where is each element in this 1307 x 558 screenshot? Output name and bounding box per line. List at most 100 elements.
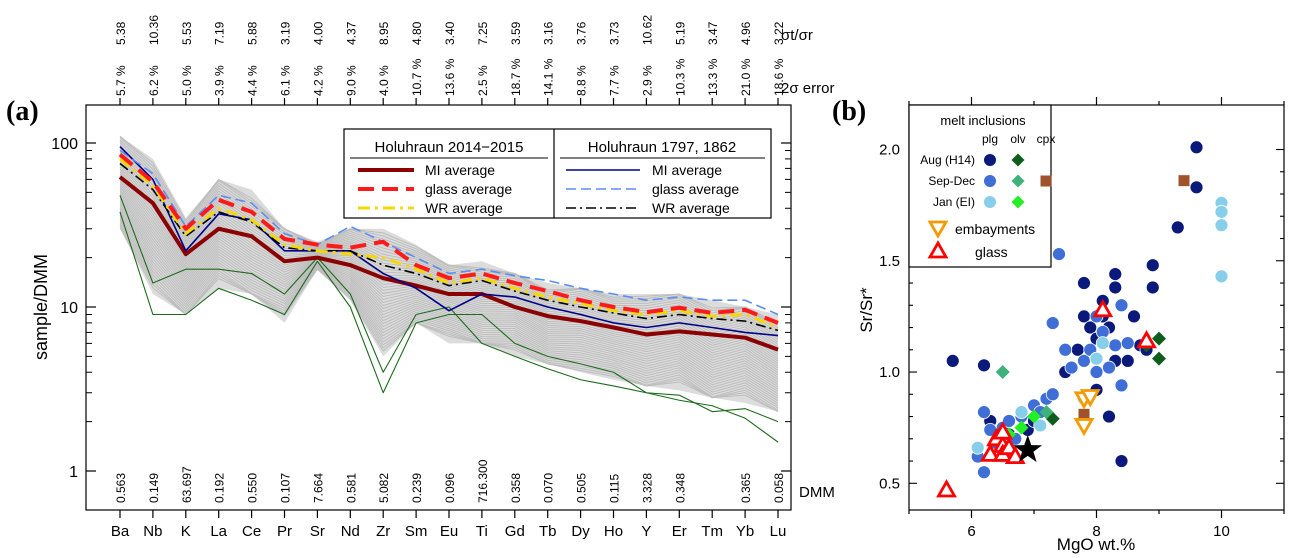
error-value: 3.9 % [213, 65, 227, 96]
point-plg-sep [1120, 336, 1135, 351]
average-series [118, 146, 779, 443]
x-tick-label: Tm [701, 523, 723, 540]
sigma-ratio-value: 4.37 [344, 21, 358, 45]
dmm-value: 0.581 [344, 473, 358, 503]
sigma-ratio-value: 5.53 [180, 21, 194, 45]
y-tick-label: 1 [69, 464, 78, 481]
y-tick-label: 100 [51, 136, 78, 153]
error-value: 14.1 % [542, 58, 556, 96]
error-value: 21.0 % [739, 58, 753, 96]
legend-b-column: cpx [1037, 132, 1056, 146]
point-olv-sep [995, 365, 1010, 380]
x-tick-label-b: 6 [967, 523, 975, 540]
legend-2014-item: glass average [425, 181, 512, 197]
legend-b-column: olv [1010, 132, 1025, 146]
legend-b-glass: glass [975, 244, 1008, 260]
x-tick-label: Yb [736, 523, 754, 540]
sigma-ratio-value: 7.25 [476, 21, 490, 45]
point-plg-aug [1170, 220, 1185, 235]
dmm-value: 0.358 [509, 473, 523, 503]
sample-line [119, 135, 779, 324]
dmm-value: 0.563 [114, 473, 128, 503]
point-glass [992, 421, 1014, 440]
x-tick-label: Sr [310, 523, 325, 540]
legend-b-title: melt inclusions [940, 113, 1026, 128]
point-plg-aug [1077, 276, 1091, 290]
sigma-ratio-value: 3.16 [542, 21, 556, 45]
sigma-ratio-value: 3.19 [279, 21, 293, 45]
sample-line [119, 205, 779, 395]
point-glass [979, 443, 1001, 462]
point-plg-jan [970, 440, 985, 455]
dmm-value: 3.328 [640, 473, 654, 503]
point-glass [1092, 298, 1114, 318]
x-tick-label: Dy [571, 523, 590, 540]
point-plg-aug [1145, 280, 1160, 295]
dmm-value: 0.149 [147, 473, 161, 503]
legend-b-cpx [1040, 175, 1052, 187]
error-value: 13.6 % [443, 58, 457, 96]
y-axis-label-b-text: Sr/Sr* [857, 287, 876, 333]
sample-line [119, 215, 779, 404]
x-tick-label: Nd [341, 523, 360, 540]
sigma-ratio-value: 3.73 [608, 21, 622, 45]
sample-line [119, 163, 779, 355]
point-cpx-sep [1178, 175, 1190, 187]
legend-b-glass-symbol [927, 240, 949, 259]
sigma-ratio-value: 10.62 [640, 15, 654, 45]
error-value: 18.6 % [772, 58, 786, 96]
point-plg-sep [1089, 365, 1104, 379]
series-line-3 [119, 146, 779, 337]
error-value: 7.7 % [608, 65, 622, 96]
sample-line [119, 139, 779, 331]
y-axis-label-a: sample/DMM [31, 254, 51, 360]
point-plg-sep [1108, 338, 1123, 353]
y-tick-label-b: 1.0 [879, 364, 900, 381]
panel-b-label: (b) [832, 96, 867, 127]
point-plg-sep [1058, 342, 1073, 357]
legend-hist-item: WR average [652, 200, 730, 216]
point-plg-aug [945, 354, 960, 368]
point-olv-aug [1152, 351, 1166, 366]
sigma-ratio-value: 3.76 [575, 21, 589, 45]
sample-line [119, 168, 779, 360]
sample-line [119, 222, 779, 411]
point-olv-sep [1039, 405, 1054, 420]
legend-a: Holuhraun 2014−2015 Holuhraun 1797, 1862… [343, 128, 772, 219]
dmm-value: 0.070 [542, 473, 556, 503]
series-line-1 [118, 153, 779, 325]
panel-a: 5.38 10.36 5.53 7.19 5.88 3.19 4.00 4.37 8.95 4.8… [31, 15, 835, 540]
point-plg-jan [1214, 218, 1229, 233]
dmm-label: DMM [799, 484, 835, 501]
sample-line [119, 142, 779, 334]
x-tick-label-b: 8 [1092, 523, 1100, 540]
series-line-0 [118, 175, 779, 352]
error-value: 18.7 % [509, 58, 523, 96]
x-tick-label: Tb [539, 523, 557, 540]
legend-hist-item: MI average [652, 162, 722, 178]
error-value: 4.2 % [311, 65, 325, 96]
legend-b-row: Jan (EI) [933, 195, 975, 209]
legend-b-olv [1011, 153, 1025, 167]
sample-line [119, 227, 779, 413]
point-plg-aug [1083, 320, 1098, 335]
point-plg-sep [1114, 378, 1129, 393]
sigma-ratio-value: 3.47 [706, 21, 720, 45]
dmm-value: 0.058 [772, 473, 786, 503]
x-tick-label: Nb [143, 523, 162, 540]
legend-b: melt inclusions plg olv cpx Aug (H14) Sep-De… [908, 104, 1056, 268]
sample-line [119, 193, 779, 383]
x-tick-label: Ba [111, 523, 130, 540]
dmm-value: 0.365 [739, 473, 753, 503]
point-plg-aug [1145, 258, 1160, 273]
point-plg-sep [1064, 360, 1079, 375]
x-tick-label: Lu [770, 523, 787, 540]
sample-line [119, 217, 779, 406]
point-embayment [1073, 418, 1095, 437]
error-value: 13.3 % [706, 58, 720, 96]
legend-frame [343, 128, 772, 219]
point-plg-jan [1214, 204, 1229, 219]
x-tick-label: Sm [405, 523, 428, 540]
series-line-4 [119, 149, 779, 316]
